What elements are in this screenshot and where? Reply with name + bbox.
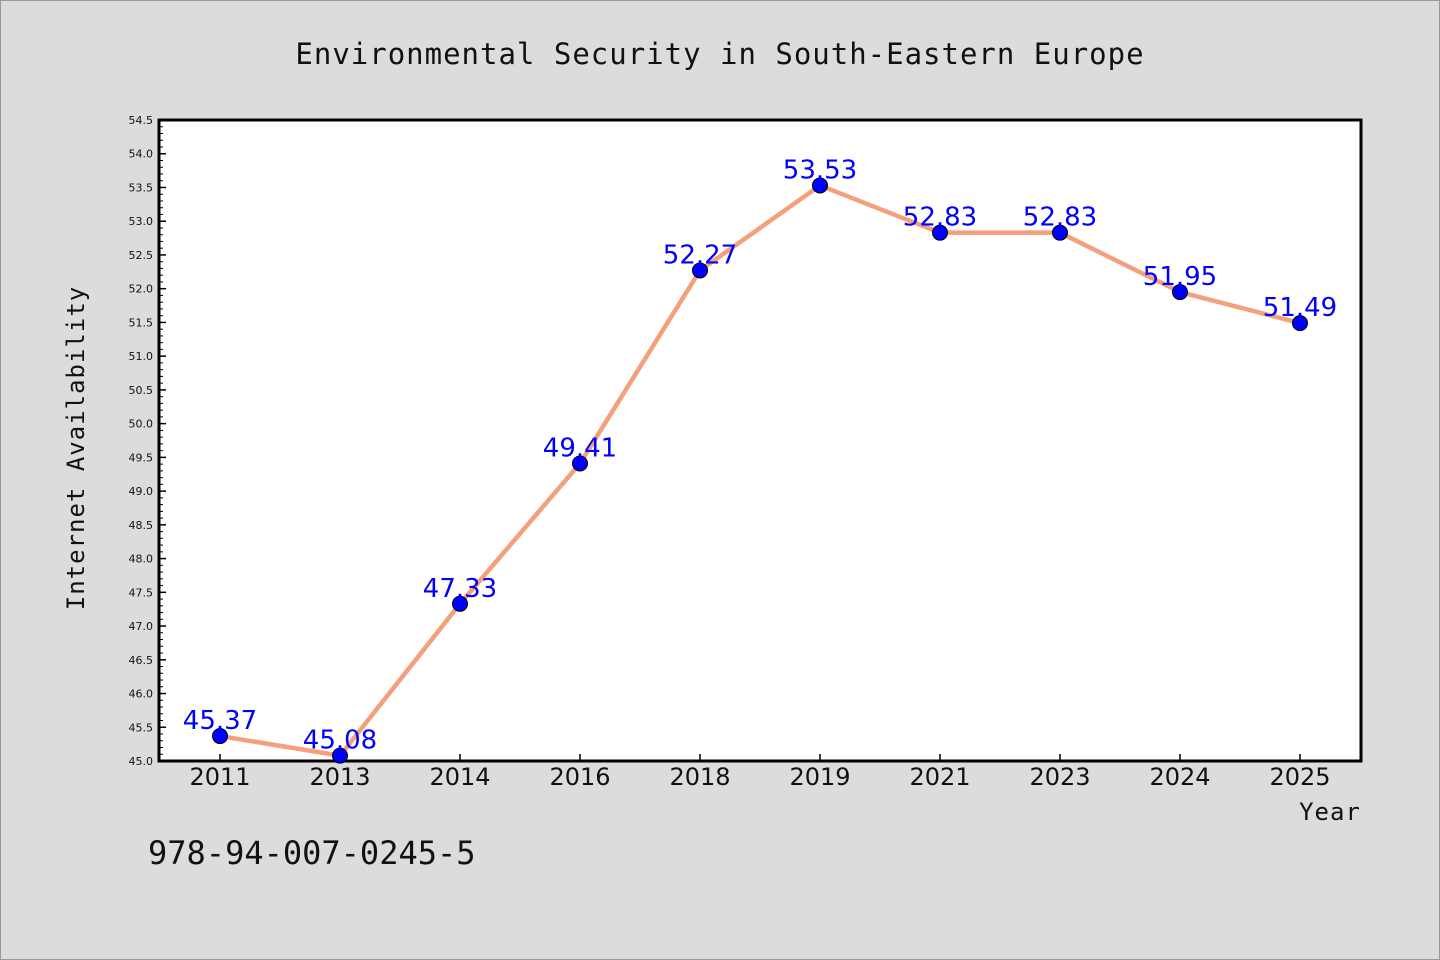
y-tick-label: 45.0 bbox=[129, 755, 154, 768]
x-tick-label: 2011 bbox=[189, 763, 250, 791]
y-tick-label: 53.0 bbox=[129, 215, 154, 228]
y-tick-label: 50.0 bbox=[129, 418, 154, 431]
y-tick-label: 46.0 bbox=[129, 688, 154, 701]
y-tick-label: 54.0 bbox=[129, 148, 154, 161]
data-label: 52.83 bbox=[903, 203, 977, 233]
data-label: 45.37 bbox=[183, 706, 257, 736]
x-tick-label: 2014 bbox=[429, 763, 490, 791]
x-tick-label: 2025 bbox=[1269, 763, 1330, 791]
x-tick-label: 2016 bbox=[549, 763, 610, 791]
data-label: 53.53 bbox=[783, 155, 857, 185]
y-tick-label: 53.5 bbox=[129, 181, 154, 194]
x-tick-label: 2023 bbox=[1029, 763, 1090, 791]
data-point bbox=[212, 728, 228, 745]
data-point bbox=[1292, 315, 1308, 332]
data-label: 51.49 bbox=[1263, 293, 1337, 323]
data-label: 52.27 bbox=[663, 240, 737, 270]
data-label: 47.33 bbox=[423, 574, 497, 604]
y-axis: 45.0 45.5 46.0 46.5 47.0 47.5 48.0 48.5 49.0 49.5… bbox=[129, 114, 166, 768]
y-tick-label: 51.5 bbox=[129, 316, 154, 329]
y-tick-label: 49.5 bbox=[129, 451, 154, 464]
data-point bbox=[812, 177, 828, 194]
data-label: 52.83 bbox=[1023, 203, 1097, 233]
y-axis-title: Internet Availability bbox=[62, 286, 90, 610]
x-tick-label: 2018 bbox=[669, 763, 730, 791]
data-point bbox=[572, 455, 588, 472]
y-tick-label: 46.5 bbox=[129, 654, 154, 667]
chart-title: Environmental Security in South-Eastern … bbox=[295, 37, 1144, 71]
data-point bbox=[932, 224, 948, 241]
y-tick-label: 54.5 bbox=[129, 114, 154, 127]
data-point bbox=[332, 747, 348, 764]
series-line bbox=[217, 183, 1303, 758]
data-point bbox=[1172, 284, 1188, 301]
data-point bbox=[1052, 224, 1068, 241]
data-markers bbox=[212, 177, 1308, 764]
y-tick-label: 49.0 bbox=[129, 485, 154, 498]
y-tick-label: 47.5 bbox=[129, 586, 154, 599]
y-tick-label: 52.0 bbox=[129, 283, 154, 296]
data-label: 51.95 bbox=[1143, 262, 1217, 292]
x-axis-title: Year bbox=[1299, 798, 1361, 826]
footer-isbn-text: 978-94-007-0245-5 bbox=[148, 834, 476, 872]
data-label: 45.08 bbox=[303, 726, 377, 756]
x-tick-label: 2013 bbox=[309, 763, 370, 791]
data-label: 49.41 bbox=[543, 433, 617, 463]
y-tick-label: 47.0 bbox=[129, 620, 154, 633]
plot-area bbox=[157, 118, 1363, 763]
data-point bbox=[452, 595, 468, 612]
y-tick-label: 52.5 bbox=[129, 249, 154, 262]
x-tick-label: 2019 bbox=[789, 763, 850, 791]
data-labels: 45.37 45.08 47.33 49.41 52.27 53.53 52.83 52.83… bbox=[183, 155, 1337, 755]
y-tick-label: 50.5 bbox=[129, 384, 154, 397]
y-tick-label: 48.0 bbox=[129, 553, 154, 566]
y-tick-label: 45.5 bbox=[129, 721, 154, 734]
x-tick-label: 2021 bbox=[909, 763, 970, 791]
y-tick-label: 48.5 bbox=[129, 519, 154, 532]
data-point bbox=[692, 262, 708, 279]
x-tick-label: 2024 bbox=[1149, 763, 1210, 791]
y-tick-label: 51.0 bbox=[129, 350, 154, 363]
